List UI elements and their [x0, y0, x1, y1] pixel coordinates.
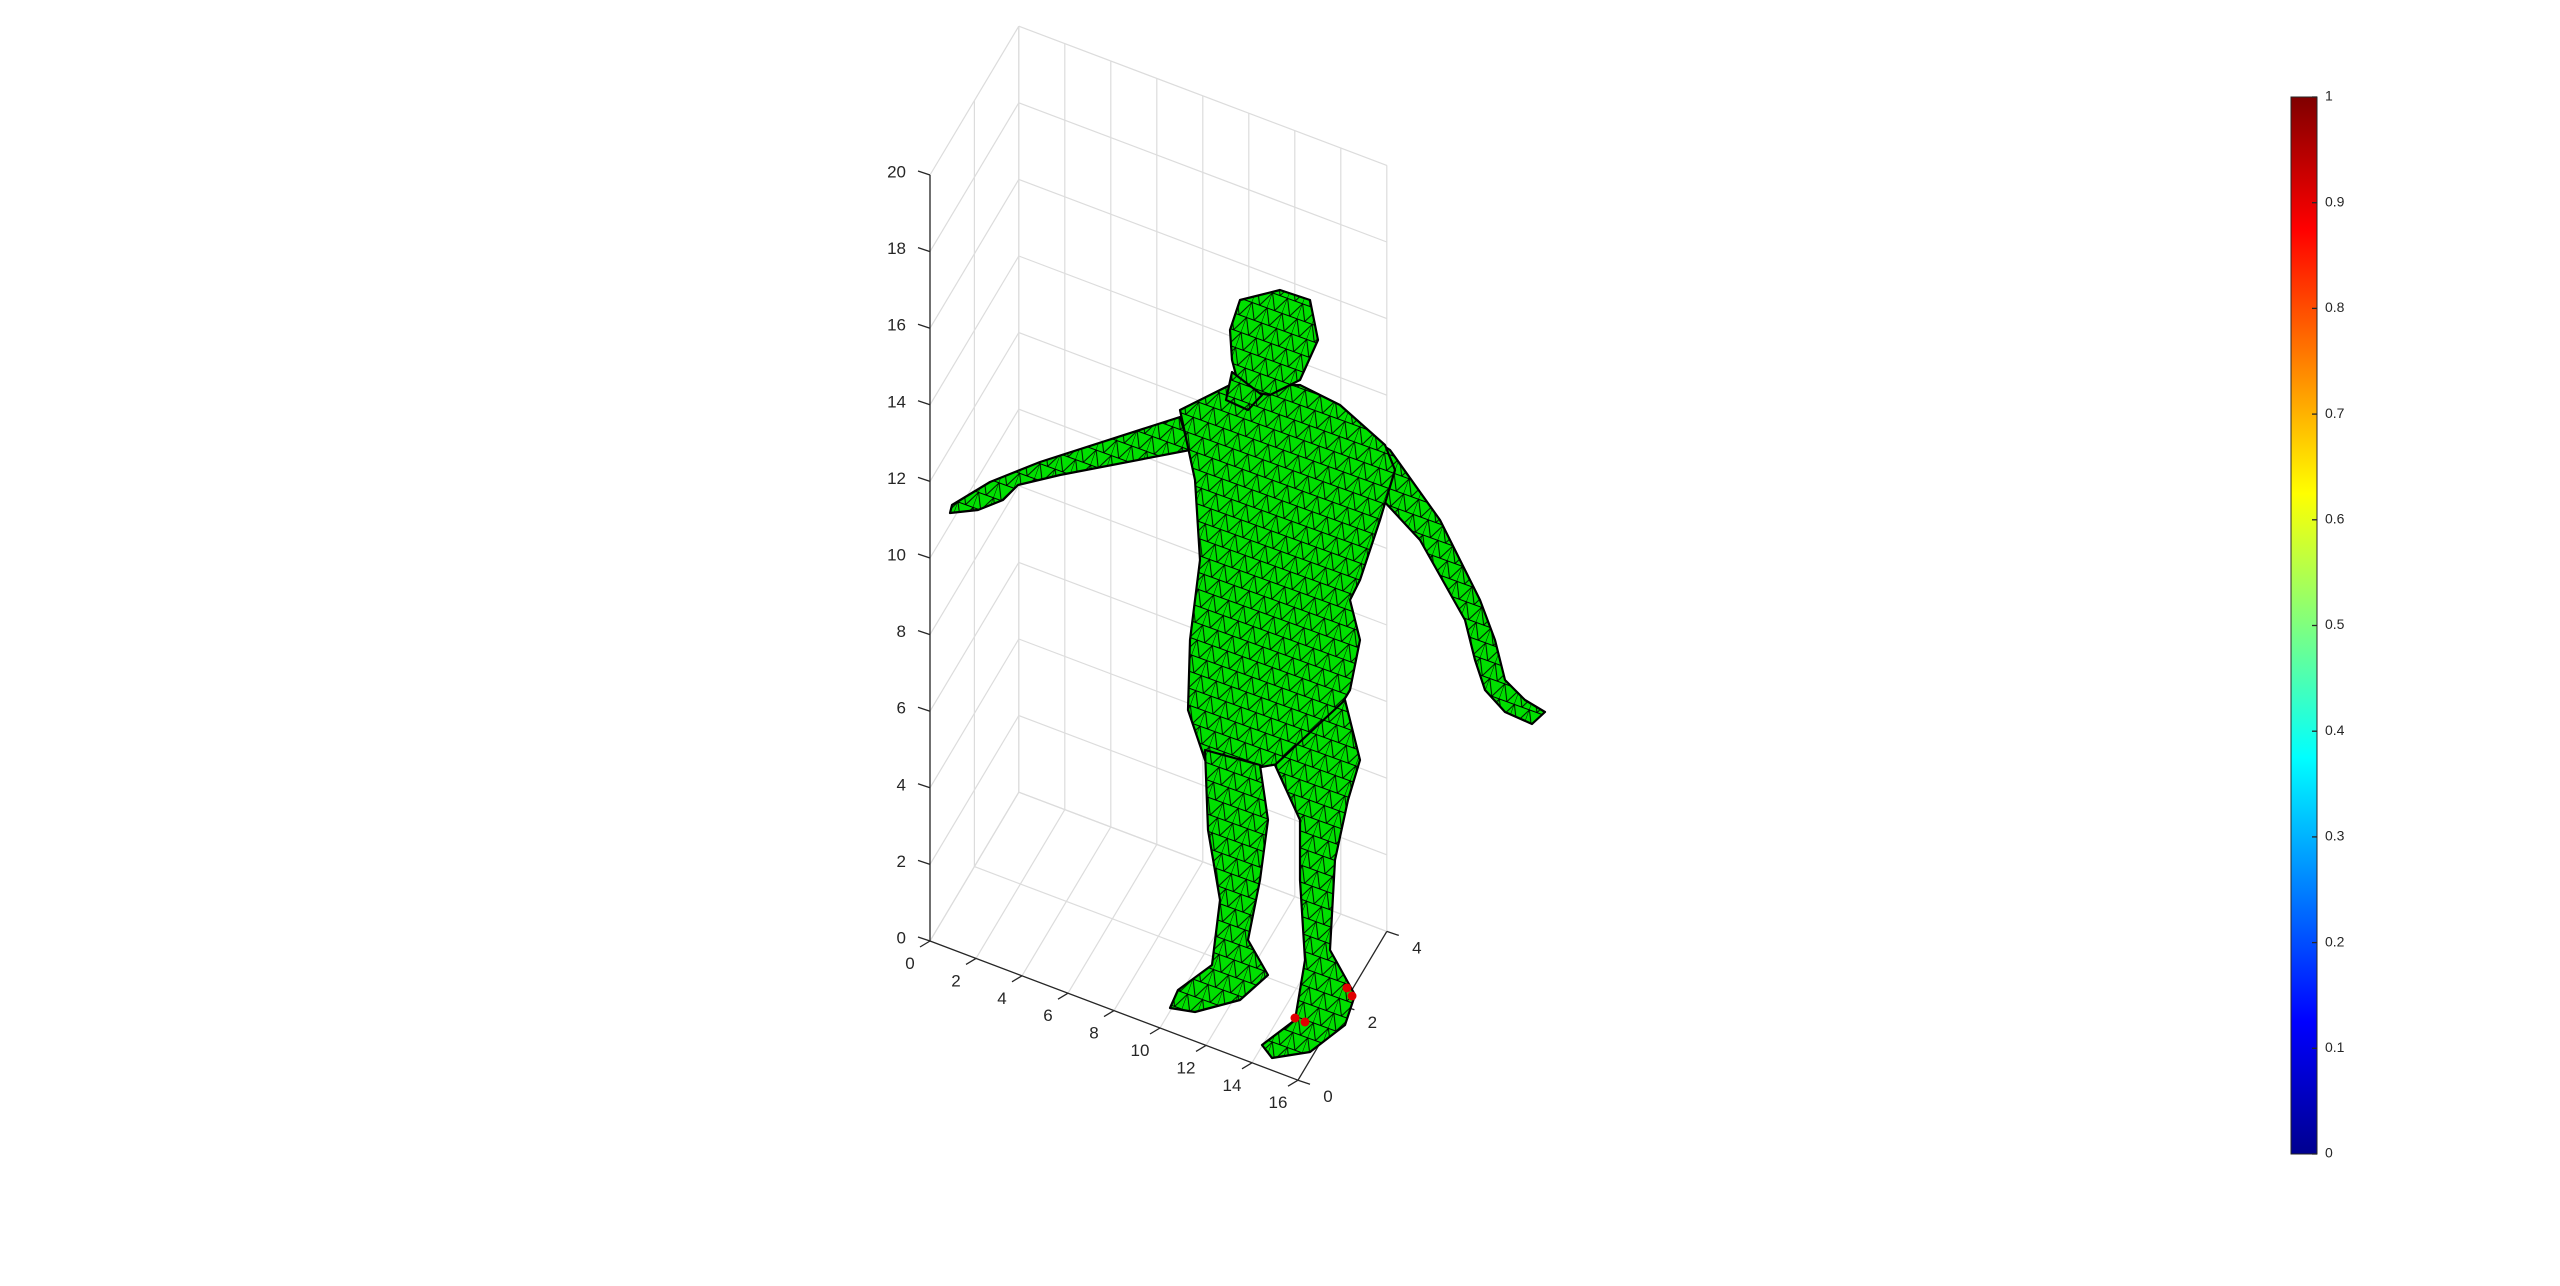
x-tick-mark — [1011, 975, 1023, 983]
z-tick-label: 8 — [897, 622, 906, 641]
x-tick-label: 4 — [997, 989, 1006, 1008]
z-tick-mark — [917, 629, 931, 636]
colorbar-tick-label: 0.3 — [2325, 828, 2345, 844]
x-tick-label: 12 — [1177, 1058, 1196, 1077]
neck — [1224, 370, 1264, 412]
z-tick-mark — [917, 246, 931, 253]
human-mesh-surface[interactable] — [948, 288, 1547, 1060]
x-tick-label: 8 — [1089, 1024, 1098, 1043]
z-tick-label: 2 — [897, 852, 906, 871]
grid-line — [974, 866, 1343, 1007]
z-tick-label: 16 — [887, 316, 906, 335]
grid-line — [929, 255, 1020, 406]
x-tick-label: 16 — [1269, 1093, 1288, 1112]
z-tick-label: 4 — [897, 775, 906, 794]
grid-line — [929, 791, 1020, 942]
y-tick-label: 4 — [1412, 938, 1421, 957]
z-tick-mark — [917, 783, 931, 789]
highlight-patch — [1342, 983, 1352, 993]
z-tick-mark — [917, 859, 931, 866]
right-leg — [1260, 698, 1362, 1060]
x-tick-mark — [1287, 1079, 1299, 1087]
x-tick-label: 6 — [1043, 1006, 1052, 1025]
colorbar-tick-label: 0.7 — [2325, 405, 2345, 421]
z-tick-mark — [917, 553, 931, 559]
z-tick-label: 10 — [887, 545, 906, 564]
z-tick-label: 12 — [887, 469, 906, 488]
z-tick-mark — [917, 170, 931, 176]
z-tick-mark — [917, 323, 931, 329]
colorbar-tick-label: 0.4 — [2325, 722, 2345, 738]
y-tick-label: 2 — [1368, 1013, 1377, 1032]
z-tick-label: 18 — [887, 239, 906, 258]
colorbar-tick-label: 1 — [2325, 88, 2333, 104]
colorbar-tick-label: 0.1 — [2325, 1039, 2345, 1055]
x-tick-label: 14 — [1223, 1076, 1242, 1095]
y-tick-label: 0 — [1323, 1087, 1332, 1106]
z-tick-mark — [917, 936, 931, 942]
colorbar-tick-label: 0 — [2325, 1145, 2333, 1161]
colorbar-tick-label: 0.2 — [2325, 933, 2345, 949]
colorbar-tick-label: 0.6 — [2325, 511, 2345, 527]
grid-line — [929, 638, 1020, 789]
highlight-patch — [1347, 991, 1357, 1001]
x-axis-ticks: 0 2 4 6 8 10 12 14 16 — [905, 940, 1299, 1112]
z-tick-mark — [917, 400, 931, 406]
x-tick-label: 0 — [905, 954, 914, 973]
x-tick-mark — [1103, 1010, 1115, 1018]
z-tick-label: 0 — [897, 928, 906, 947]
grid-line — [929, 485, 1020, 635]
z-tick-label: 6 — [897, 699, 906, 718]
x-tick-mark — [1195, 1044, 1207, 1052]
grid-line — [1018, 255, 1388, 396]
x-tick-mark — [965, 957, 977, 965]
grid-line — [929, 332, 1020, 482]
z-axis-ticks: 0 2 4 6 8 10 12 14 16 18 20 — [887, 162, 931, 947]
x-tick-label: 2 — [951, 971, 960, 990]
grid-line — [1018, 25, 1388, 166]
grid-line — [1018, 102, 1388, 243]
colorbar-ticks: 0 0.1 0.2 0.3 0.4 0.5 0.6 0.7 0.8 0.9 1 — [2312, 88, 2345, 1161]
colorbar[interactable]: 0 0.1 0.2 0.3 0.4 0.5 0.6 0.7 0.8 0.9 1 — [2290, 88, 2345, 1161]
z-tick-label: 14 — [887, 392, 906, 411]
grid-line — [929, 102, 1020, 252]
x-tick-mark — [1241, 1062, 1253, 1070]
left-arm — [948, 415, 1192, 515]
grid-line — [929, 179, 1020, 329]
highlight-patch — [1290, 1013, 1300, 1023]
y-tick-mark — [1297, 1079, 1311, 1085]
z-tick-mark — [917, 476, 931, 483]
grid-line — [929, 408, 1020, 559]
colorbar-tick-label: 0.9 — [2325, 193, 2345, 209]
torso — [1178, 383, 1397, 772]
x-tick-mark — [1149, 1027, 1161, 1035]
left-leg — [1168, 748, 1270, 1014]
x-tick-mark — [1057, 992, 1069, 1000]
grid-line — [929, 715, 1020, 865]
y-tick-mark — [1386, 930, 1400, 937]
z-tick-mark — [917, 706, 931, 712]
colorbar-tick-label: 0.8 — [2325, 299, 2345, 315]
highlight-patch — [1300, 1017, 1310, 1027]
grid-line — [1018, 178, 1388, 320]
x-tick-mark — [919, 940, 931, 948]
x-tick-label: 10 — [1131, 1041, 1150, 1060]
grid-line — [929, 562, 1020, 712]
colorbar-tick-label: 0.5 — [2325, 616, 2345, 632]
grid-line — [929, 25, 1020, 176]
z-tick-label: 20 — [887, 162, 906, 181]
